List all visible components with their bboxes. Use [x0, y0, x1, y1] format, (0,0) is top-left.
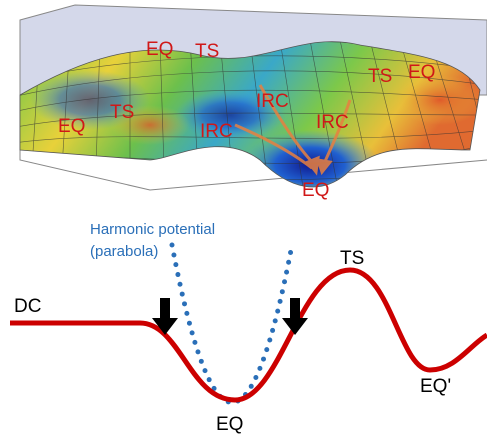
harmonic-label: Harmonic potential	[90, 221, 215, 238]
dc-label: DC	[14, 296, 41, 317]
ts-label: TS	[340, 248, 364, 269]
surface-label: TS	[110, 102, 134, 123]
energy-profile: Harmonic potential (parabola) DC TS EQ E…	[10, 221, 487, 434]
surface-label: EQ	[146, 39, 173, 60]
eq-label: EQ	[216, 414, 243, 434]
surface-label: TS	[368, 66, 392, 87]
potential-curve	[10, 270, 487, 400]
eq-prime-label: EQ'	[420, 376, 451, 397]
surface-label: IRC	[200, 121, 233, 142]
surface-plot: EQ TS TS EQ EQ TS IRC IRC IRC EQ	[0, 0, 487, 201]
harmonic-label: (parabola)	[90, 243, 158, 260]
arrow	[282, 298, 308, 335]
surface-label: IRC	[256, 91, 289, 112]
diagram: EQ TS TS EQ EQ TS IRC IRC IRC EQ Harmoni…	[0, 0, 487, 434]
surface-label: EQ	[408, 62, 435, 83]
surface-label: EQ	[58, 116, 85, 137]
surface-label: TS	[195, 41, 219, 62]
surface-label: IRC	[316, 112, 349, 133]
harmonic-parabola	[172, 245, 292, 403]
surface-label: EQ	[302, 180, 329, 201]
